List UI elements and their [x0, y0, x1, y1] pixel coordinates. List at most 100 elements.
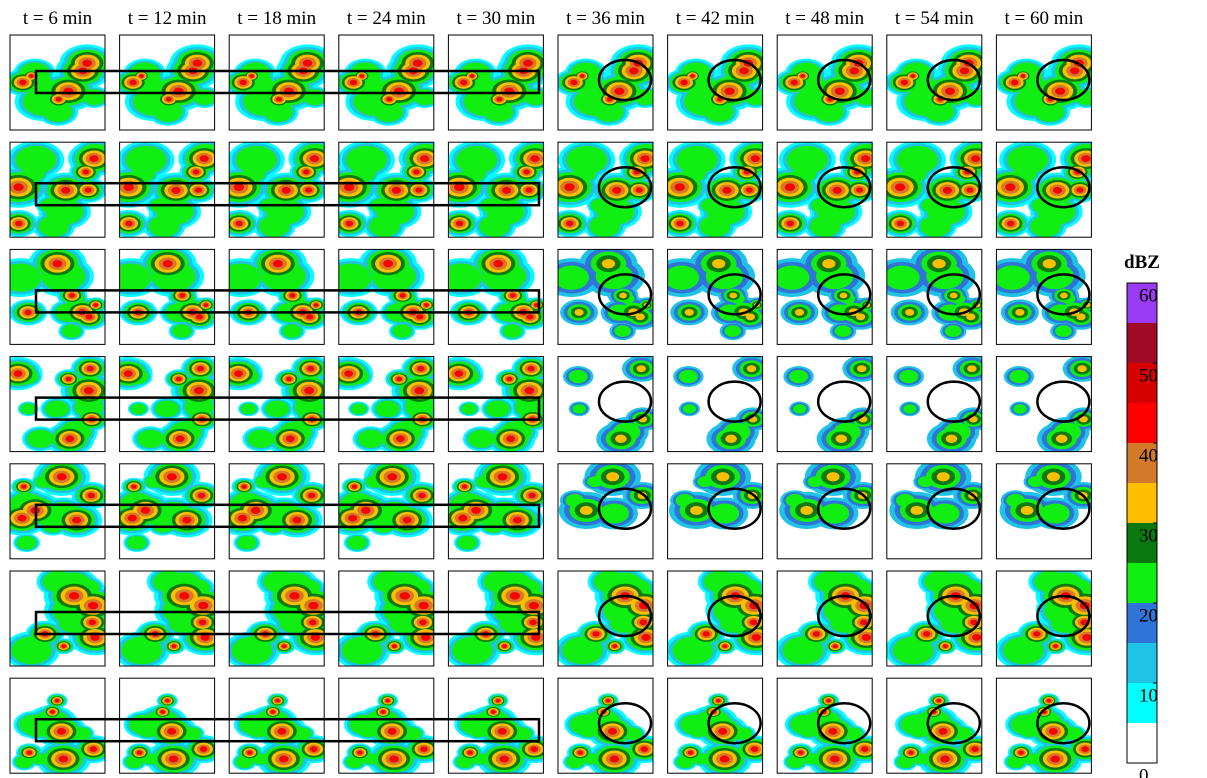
echo: [381, 710, 386, 714]
echo: [236, 221, 243, 227]
colorbar-segment: [1127, 563, 1157, 603]
echo: [528, 493, 535, 499]
echo: [344, 370, 353, 376]
echo: [282, 187, 291, 194]
echo: [751, 746, 759, 752]
echo: [799, 723, 819, 737]
echo: [238, 515, 247, 522]
echo: [856, 187, 863, 192]
echo: [793, 404, 806, 414]
echo: [592, 631, 599, 636]
echo: [61, 644, 66, 648]
echo: [905, 309, 914, 316]
echo: [347, 536, 367, 550]
echo: [198, 493, 205, 499]
echo: [725, 435, 736, 443]
radar-panel: [668, 355, 771, 455]
echo: [570, 80, 577, 86]
echo: [1009, 370, 1028, 383]
echo: [418, 493, 425, 499]
echo: [493, 260, 503, 267]
echo: [303, 169, 309, 174]
echo: [798, 750, 804, 754]
echo: [619, 293, 627, 299]
echo: [716, 472, 729, 481]
echo: [125, 221, 132, 227]
echo: [124, 370, 133, 376]
figure: dBZ t = 6 mint = 12 mint = 18 mint = 24 …: [0, 0, 1207, 778]
echo: [897, 221, 904, 227]
echo: [901, 80, 908, 86]
echo: [45, 400, 69, 417]
echo: [139, 74, 144, 78]
echo: [530, 746, 538, 752]
echo: [83, 169, 89, 174]
echo: [84, 387, 94, 394]
echo: [1005, 183, 1015, 191]
echo: [416, 314, 423, 319]
echo: [163, 260, 173, 267]
echo: [249, 74, 254, 78]
echo: [386, 97, 392, 102]
echo: [131, 403, 147, 414]
echo: [860, 620, 867, 626]
colorbar-tick-label: 10: [1139, 685, 1158, 706]
echo: [59, 755, 69, 762]
echo: [1007, 221, 1014, 227]
radar-panel: [0, 140, 120, 241]
echo: [578, 723, 598, 737]
echo: [169, 755, 179, 762]
echo: [127, 536, 147, 550]
radar-panel: [10, 678, 114, 777]
radar-panel: [873, 244, 990, 344]
echo: [25, 310, 32, 315]
radar-panel: [995, 567, 1114, 670]
echo: [1007, 146, 1048, 174]
echo: [578, 750, 584, 754]
echo: [141, 507, 151, 514]
radar-panel: [555, 567, 674, 670]
colorbar-segment: [1127, 403, 1157, 443]
echo: [330, 263, 372, 291]
echo: [420, 155, 429, 162]
colorbar-segment: [1127, 723, 1157, 763]
echo: [200, 155, 209, 162]
echo: [676, 221, 683, 227]
radar-panel: [887, 355, 991, 455]
radar-panel: [668, 458, 773, 559]
echo: [746, 187, 753, 192]
echo: [827, 472, 840, 481]
echo: [270, 710, 275, 714]
echo: [393, 324, 412, 338]
echo: [946, 435, 957, 443]
radar-panel: [432, 244, 549, 344]
echo: [636, 187, 643, 192]
echo: [525, 187, 532, 192]
echo: [85, 187, 92, 192]
colorbar-tick-label: 50: [1139, 365, 1158, 386]
echo: [840, 293, 848, 299]
echo: [89, 620, 96, 626]
echo: [1053, 187, 1062, 194]
radar-panel: [214, 355, 337, 455]
radar-panel: [543, 244, 660, 344]
colorbar-tick-label: 20: [1139, 605, 1158, 626]
radar-panel: [558, 678, 665, 777]
echo: [414, 387, 424, 394]
echo: [66, 377, 72, 381]
echo: [385, 699, 390, 703]
echo: [1047, 472, 1060, 481]
echo: [931, 503, 960, 523]
echo: [276, 97, 282, 102]
column-title: t = 12 min: [128, 8, 207, 29]
echo: [387, 473, 397, 480]
echo: [641, 155, 650, 162]
echo: [194, 387, 204, 394]
echo: [614, 88, 624, 95]
echo: [830, 755, 840, 762]
echo: [247, 430, 274, 448]
echo: [899, 370, 918, 383]
echo: [523, 60, 533, 67]
echo: [415, 187, 422, 192]
echo: [690, 74, 695, 78]
